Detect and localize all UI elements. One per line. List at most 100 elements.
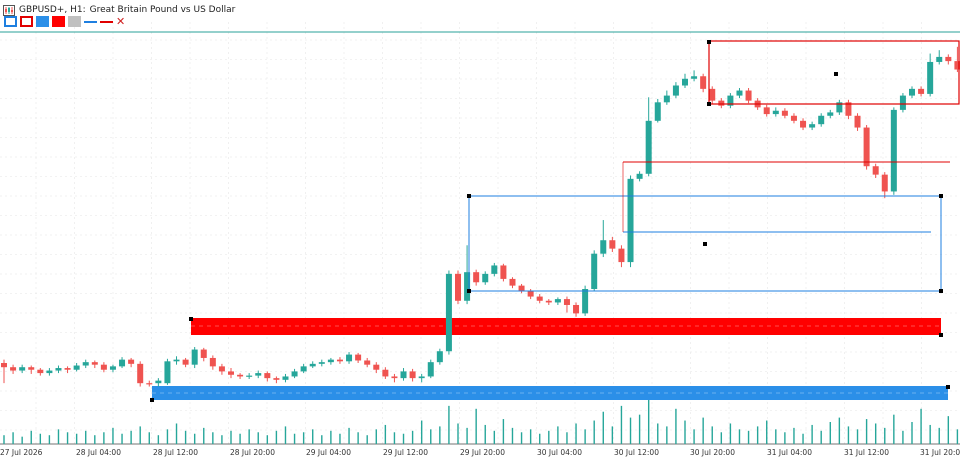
candle <box>64 366 71 374</box>
candle-body <box>409 371 416 379</box>
rectangle-fill-red-tool[interactable] <box>52 16 65 27</box>
candle <box>736 88 743 99</box>
candle <box>291 368 298 379</box>
candle-body <box>709 88 716 101</box>
candle <box>218 363 225 375</box>
anchor-point-handle <box>939 194 943 198</box>
chart-description: Great Britain Pound vs US Dollar <box>89 5 236 15</box>
time-tick-label: 31 Jul 20:00 <box>920 448 960 457</box>
candle <box>745 88 752 104</box>
candle <box>518 283 525 294</box>
candle <box>164 358 171 385</box>
candle <box>836 99 843 115</box>
candle-body <box>800 120 807 128</box>
candle <box>46 368 53 376</box>
candle-body <box>818 115 825 125</box>
candle <box>909 86 915 99</box>
candle-body <box>436 351 443 363</box>
candle <box>554 297 561 305</box>
candle-body <box>427 362 434 377</box>
candle <box>790 113 797 124</box>
candle <box>600 220 607 258</box>
candle-body <box>727 95 734 106</box>
drawing-toolbar: ✕ <box>4 16 125 27</box>
candle-body <box>164 361 171 384</box>
candle-body <box>745 90 752 101</box>
candle <box>1 359 7 384</box>
candle <box>854 113 861 131</box>
candle-body <box>246 375 253 377</box>
candle <box>209 355 216 370</box>
candle-body <box>872 166 879 175</box>
candle-body <box>600 240 607 254</box>
time-tick-label: 30 Jul 12:00 <box>614 448 659 457</box>
candle <box>800 118 807 131</box>
candle-body <box>518 285 525 291</box>
volume-histogram <box>3 400 959 444</box>
candle <box>818 113 825 127</box>
candle <box>663 90 670 105</box>
line-blue-icon <box>84 20 97 23</box>
candle <box>545 299 552 305</box>
candle <box>618 245 625 268</box>
candle-body <box>918 88 925 94</box>
candle-body <box>527 290 534 297</box>
candle <box>382 367 389 379</box>
rectangle-fill-blue-tool[interactable] <box>36 16 49 27</box>
candle-body <box>827 112 834 116</box>
candle <box>19 364 26 374</box>
candle-body <box>109 366 116 370</box>
time-tick-label: 31 Jul 12:00 <box>844 448 889 457</box>
candle <box>491 262 498 277</box>
anchor-point-handle <box>189 317 193 321</box>
candle-body <box>627 178 634 263</box>
line-red-tool[interactable] <box>100 16 113 27</box>
candle <box>763 104 770 117</box>
candle-body <box>609 240 616 249</box>
candle <box>255 370 262 379</box>
candle-body <box>936 56 943 62</box>
candle-body <box>282 376 289 380</box>
anchor-point-handle <box>939 333 943 337</box>
candle <box>309 361 316 369</box>
time-tick-label: 30 Jul 04:00 <box>537 448 582 457</box>
candle-body <box>845 102 852 116</box>
candle <box>300 363 307 374</box>
candle-body <box>55 368 62 371</box>
candle-body <box>591 253 598 289</box>
candle-body <box>618 248 625 263</box>
candle <box>100 362 107 373</box>
candle-body <box>654 102 661 121</box>
candle <box>137 361 144 387</box>
close-icon[interactable]: ✕ <box>116 15 126 28</box>
candle <box>336 357 343 364</box>
candle-body <box>228 371 234 375</box>
line-blue-tool[interactable] <box>84 16 97 27</box>
rectangle-fill-gray-tool[interactable] <box>68 16 81 27</box>
candle <box>881 172 888 199</box>
candle <box>327 357 334 365</box>
candle <box>591 250 598 291</box>
candle-body <box>191 349 198 365</box>
candle-body <box>500 265 507 279</box>
candle <box>37 368 44 376</box>
candle <box>700 73 707 93</box>
rectangle-outline-blue-tool[interactable] <box>4 16 17 27</box>
time-tick-label: 29 Jul 04:00 <box>306 448 351 457</box>
candle-body <box>382 369 389 377</box>
candle-body <box>736 90 743 96</box>
candle-body <box>28 367 35 370</box>
candle-body <box>418 376 425 379</box>
candle <box>55 365 62 374</box>
chart-symbol: GBPUSD+, H1: <box>19 5 86 15</box>
time-tick-label: 27 Jul 2026 <box>0 448 43 457</box>
anchor-point-handle <box>707 102 711 106</box>
drawing-objects[interactable] <box>150 40 960 402</box>
candle <box>473 269 480 286</box>
candle <box>155 378 162 387</box>
candle <box>691 70 698 82</box>
candle <box>872 163 879 178</box>
rectangle-outline-red-tool[interactable] <box>20 16 33 27</box>
